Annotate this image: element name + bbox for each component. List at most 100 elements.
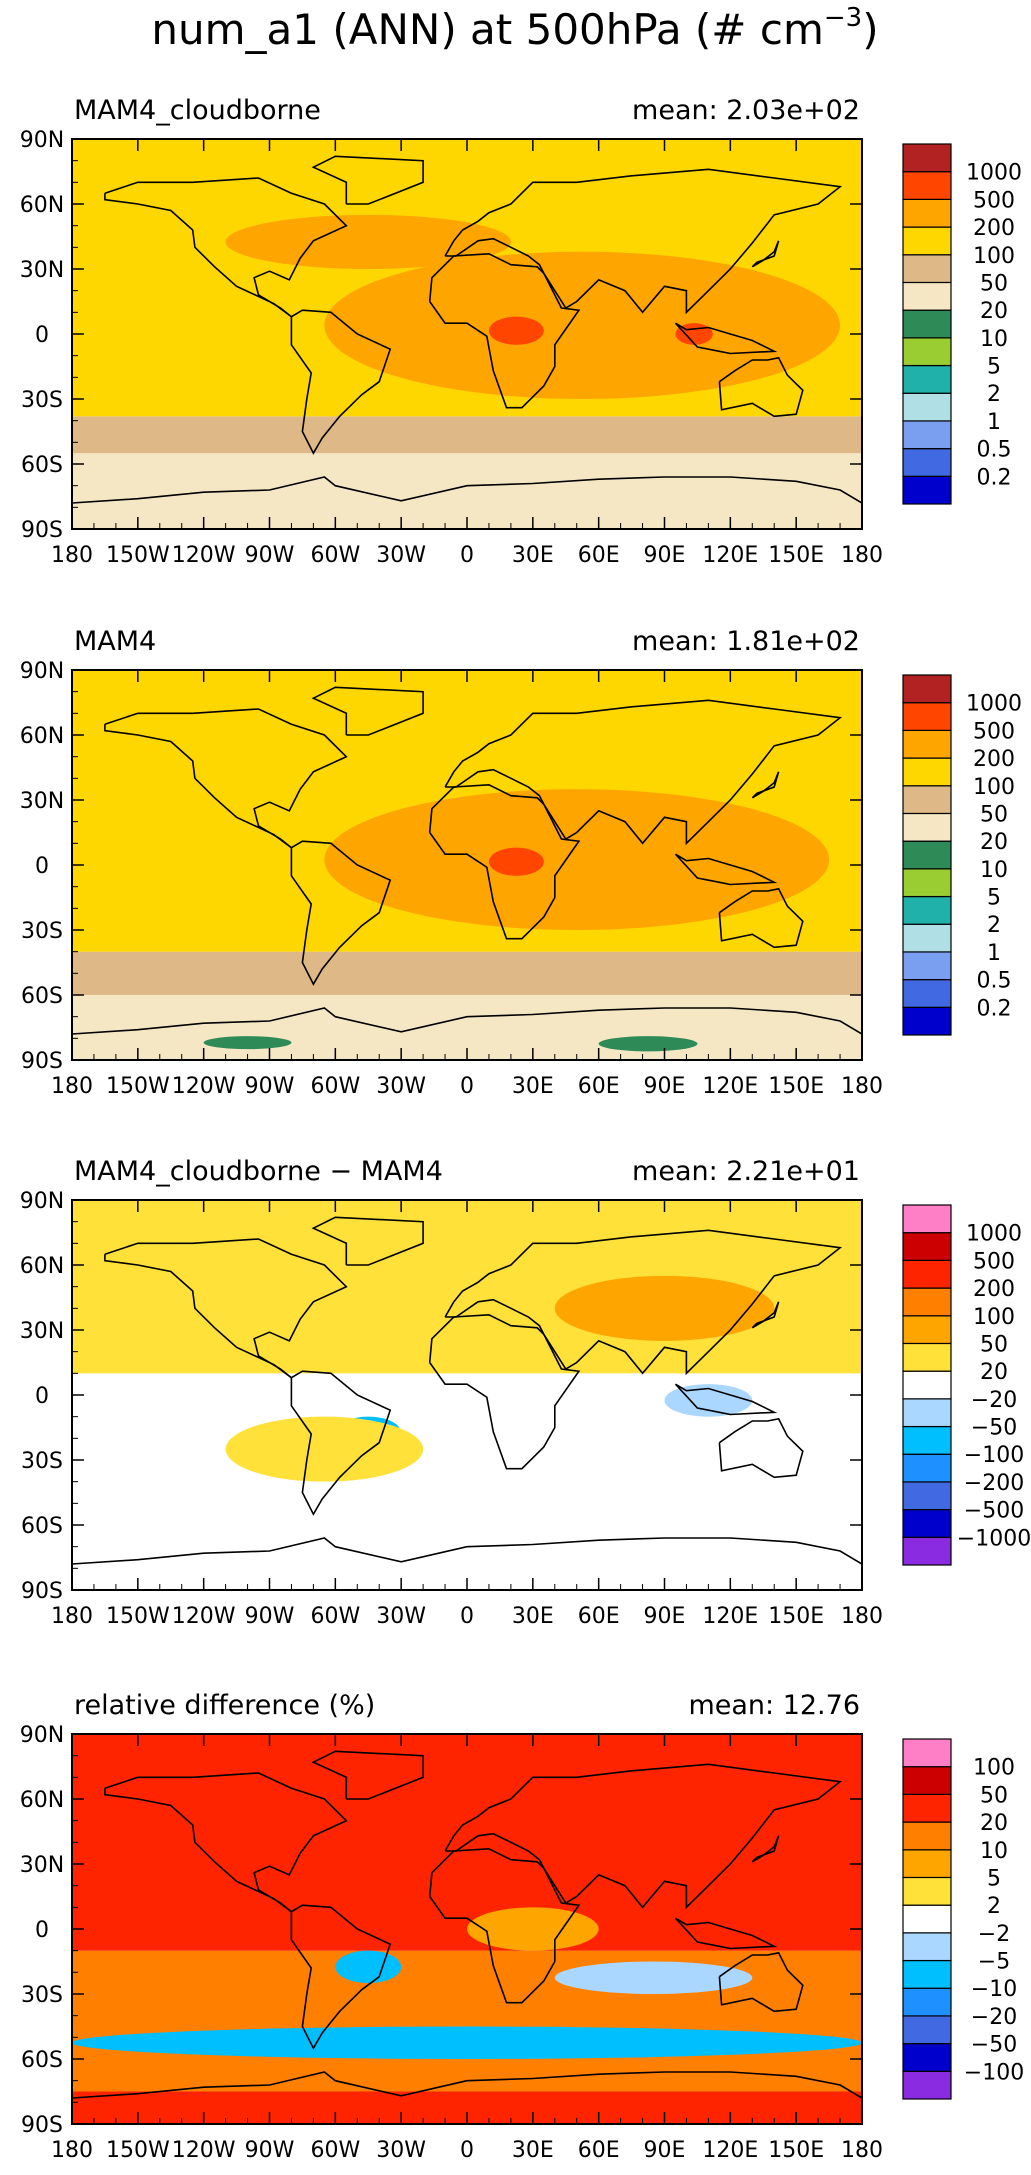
colorbar-box bbox=[902, 281, 952, 311]
panel-title: MAM4 bbox=[74, 626, 156, 657]
colorbar-box bbox=[902, 868, 952, 898]
colorbar-box bbox=[902, 226, 952, 256]
colorbar-box bbox=[902, 1287, 952, 1317]
colorbar-label: −10 bbox=[971, 1977, 1017, 2002]
colorbar-box bbox=[902, 2043, 952, 2072]
x-tick-label: 90W bbox=[245, 543, 295, 568]
figure-title-main: num_a1 (ANN) at 500hPa (# cm bbox=[151, 5, 823, 54]
colorbar-label: −1000 bbox=[957, 1526, 1031, 1551]
y-tick-label: 90S bbox=[21, 2113, 63, 2138]
colorbar-label: −200 bbox=[964, 1471, 1024, 1496]
colorbar-box bbox=[902, 1259, 952, 1289]
colorbar-box bbox=[902, 309, 952, 339]
colorbar-label: 2 bbox=[987, 1894, 1001, 1919]
x-tick-label: 30E bbox=[512, 543, 554, 568]
colorbar-box bbox=[902, 1481, 952, 1511]
x-tick-label: 30E bbox=[512, 2138, 554, 2163]
field-region bbox=[324, 251, 841, 399]
colorbar-label: 10 bbox=[980, 858, 1008, 883]
x-tick-label: 90E bbox=[644, 2138, 686, 2163]
colorbar-box bbox=[902, 979, 952, 1008]
colorbar-label: −5 bbox=[978, 1950, 1010, 1975]
figure-title-close: ) bbox=[862, 5, 878, 54]
colorbar-box bbox=[902, 1006, 952, 1036]
x-tick-label: 30W bbox=[376, 1074, 426, 1099]
panel-3: MAM4_cloudborne − MAM4 mean: 2.21e+01 180 1… bbox=[20, 1156, 1031, 1629]
x-tick-label: 30E bbox=[512, 1074, 554, 1099]
x-tick-label: 120W bbox=[172, 2138, 236, 2163]
panel-mean: mean: 2.03e+02 bbox=[632, 95, 860, 126]
field-region bbox=[554, 1961, 753, 1994]
colorbar-box bbox=[902, 254, 952, 284]
x-tick-label: 150W bbox=[106, 543, 170, 568]
x-tick-label: 90E bbox=[644, 1074, 686, 1099]
colorbar-box bbox=[902, 364, 952, 394]
field-region bbox=[225, 214, 511, 269]
coastline bbox=[104, 708, 348, 849]
y-tick-label: 30S bbox=[21, 919, 63, 944]
colorbar-box bbox=[902, 1453, 952, 1483]
x-tick-label: 60W bbox=[310, 543, 360, 568]
colorbar-box bbox=[902, 1738, 952, 1768]
map-field bbox=[72, 1734, 862, 2124]
colorbar-label: 5 bbox=[987, 1866, 1001, 1891]
y-tick-label: 30N bbox=[20, 258, 64, 283]
x-tick-label: 150E bbox=[768, 543, 824, 568]
coastline bbox=[444, 1229, 843, 1376]
colorbar-box bbox=[902, 840, 952, 870]
colorbar-box bbox=[902, 1987, 952, 2017]
coastline bbox=[751, 240, 780, 268]
coastline bbox=[751, 1301, 780, 1329]
panel-2: MAM4 mean: 1.81e+02 180 150W 120W 90W 60W 30W 0 3… bbox=[20, 626, 1022, 1099]
colorbar-label: 5 bbox=[987, 886, 1001, 911]
colorbar-label: 1 bbox=[987, 941, 1001, 966]
colorbar-label: −20 bbox=[971, 2005, 1017, 2030]
coastline bbox=[428, 1313, 581, 1470]
y-tick-label: 90S bbox=[21, 1049, 63, 1074]
x-tick-label: 120E bbox=[702, 1074, 758, 1099]
colorbar-box bbox=[902, 198, 952, 228]
panel-title: relative difference (%) bbox=[74, 1690, 375, 1721]
coastline bbox=[311, 1216, 424, 1266]
x-tick-label: 0 bbox=[460, 1074, 474, 1099]
y-tick-label: 90N bbox=[20, 659, 64, 684]
colorbar-box bbox=[902, 1793, 952, 1823]
panel-mean: mean: 12.76 bbox=[688, 1690, 860, 1721]
x-tick-label: 0 bbox=[460, 1604, 474, 1629]
field-region bbox=[203, 1036, 292, 1050]
colorbar-box bbox=[902, 674, 952, 704]
field-region bbox=[488, 316, 544, 345]
coastline bbox=[444, 168, 843, 315]
coastline bbox=[718, 887, 804, 949]
colorbar-box bbox=[902, 337, 952, 367]
colorbar-box bbox=[902, 1509, 952, 1538]
colorbar-box bbox=[902, 1849, 952, 1879]
colorbar-box bbox=[902, 2015, 952, 2045]
colorbar-box bbox=[902, 895, 952, 925]
coastline bbox=[674, 853, 778, 886]
x-tick-label: 180 bbox=[841, 543, 883, 568]
x-tick-label: 150W bbox=[106, 1604, 170, 1629]
colorbar-box bbox=[902, 448, 952, 477]
colorbar-box bbox=[902, 1932, 952, 1962]
field-region bbox=[466, 1907, 599, 1951]
field-region bbox=[664, 1384, 753, 1417]
coastline bbox=[290, 309, 392, 455]
colorbar-label: 20 bbox=[980, 830, 1008, 855]
colorbar-box bbox=[902, 1398, 952, 1428]
colorbar-box bbox=[902, 785, 952, 815]
x-tick-label: 60E bbox=[578, 543, 620, 568]
y-tick-label: 30S bbox=[21, 1449, 63, 1474]
colorbar-label: 50 bbox=[980, 1783, 1008, 1808]
coastline bbox=[751, 771, 780, 799]
colorbar-label: −500 bbox=[964, 1499, 1024, 1524]
field-region bbox=[598, 1036, 698, 1052]
colorbar-label: −20 bbox=[971, 1388, 1017, 1413]
y-tick-label: 30N bbox=[20, 1319, 64, 1344]
colorbar-label: 2 bbox=[987, 382, 1001, 407]
y-tick-label: 60N bbox=[20, 1254, 64, 1279]
y-tick-label: 0 bbox=[35, 854, 49, 879]
field-region bbox=[72, 2026, 862, 2059]
coastline bbox=[72, 1007, 862, 1035]
y-tick-label: 60S bbox=[21, 453, 63, 478]
